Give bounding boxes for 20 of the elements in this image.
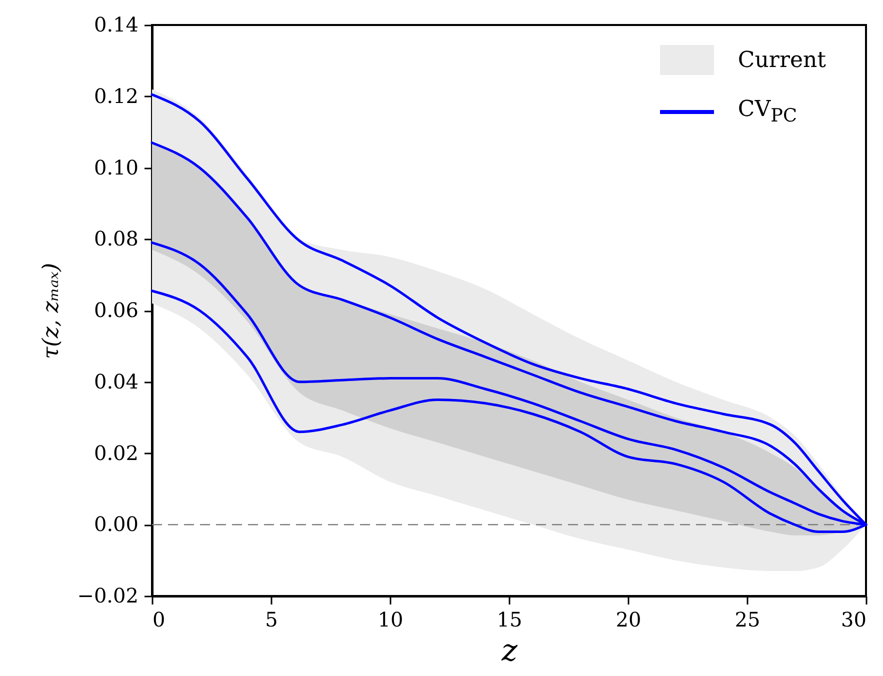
- y-tick-label: 0.06: [94, 298, 138, 322]
- x-tick-label: 15: [496, 608, 522, 632]
- legend-label: Current: [738, 48, 826, 72]
- y-axis-title: τ(z, zₘₐₓ): [39, 262, 64, 360]
- x-axis-title: z: [500, 634, 518, 668]
- x-tick-label: 0: [152, 608, 166, 632]
- x-tick-label: 5: [265, 608, 278, 632]
- y-tick-label: 0.00: [94, 512, 138, 536]
- x-tick-label: 25: [734, 608, 760, 632]
- x-tick-label: 30: [841, 608, 866, 632]
- y-tick-label: 0.10: [94, 155, 138, 180]
- x-tick-label: 10: [378, 608, 404, 632]
- y-tick-label: −0.02: [77, 584, 138, 608]
- y-tick-label: 0.02: [94, 440, 138, 465]
- legend-label: CV$_{PC}$: [738, 97, 798, 127]
- y-tick-label: 0.04: [94, 369, 138, 394]
- y-tick-label: 0.08: [94, 226, 138, 251]
- y-tick-label: 0.12: [94, 84, 138, 108]
- y-tick-label: 0.14: [94, 12, 138, 36]
- x-tick-label: 20: [616, 608, 642, 632]
